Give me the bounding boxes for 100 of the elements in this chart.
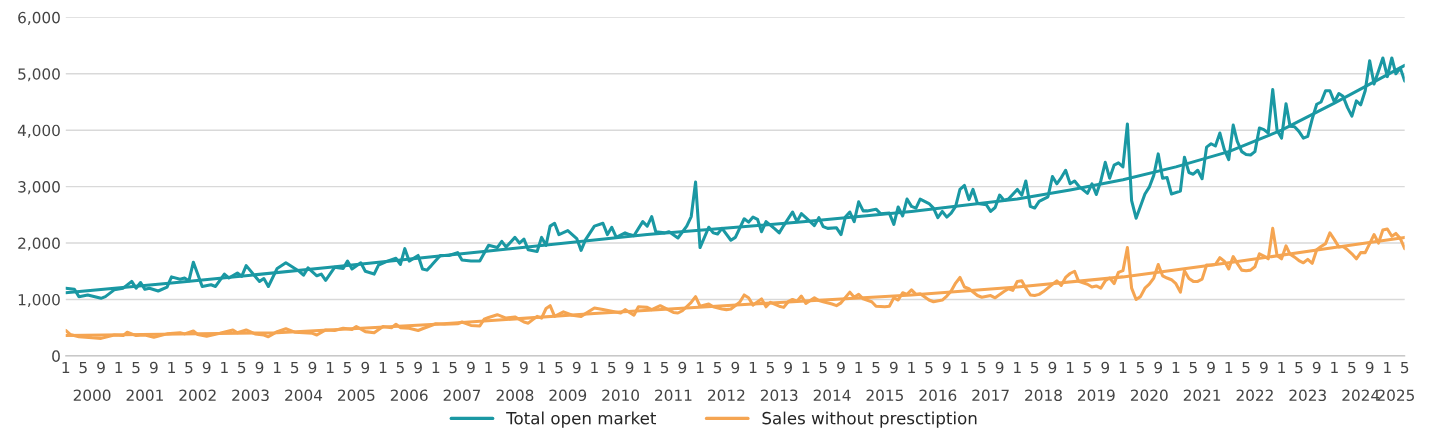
y-tick-label: 0 [52, 350, 60, 362]
x-tick-label: 5 [238, 361, 246, 374]
x-tick-label: 9 [625, 361, 634, 374]
x-tick-label: 9 [1101, 361, 1110, 374]
x-tick-label: 9 [149, 361, 158, 374]
x-tick-label: 5 [1136, 361, 1144, 374]
x-tick-label: 9 [837, 361, 845, 374]
x-tick-label: 9 [995, 361, 1004, 374]
x-tick-label: 1 [961, 361, 968, 374]
x2-tick-label: 2016 [919, 389, 957, 402]
x-tick-label: 1 [1119, 361, 1127, 374]
x-tick-label: 9 [731, 361, 740, 374]
x-tick-label: 5 [1030, 361, 1039, 374]
x-tick-label: 5 [1295, 361, 1303, 374]
x-tick-label: 9 [308, 361, 317, 374]
x-tick-label: 9 [202, 361, 211, 374]
x-tick-label: 5 [1189, 361, 1197, 374]
x-tick-label: 9 [255, 361, 264, 374]
x-tick-label: 9 [889, 361, 898, 374]
x-tick-label: 5 [660, 361, 669, 374]
x-tick-label: 1 [485, 361, 493, 374]
x2-tick-label: 2004 [285, 389, 323, 402]
y-tick-label: 4,000 [17, 124, 60, 138]
x2-tick-label: 2020 [1130, 389, 1168, 402]
x-tick-label: 9 [784, 361, 792, 374]
x-tick-label: 5 [872, 361, 880, 374]
x-tick-label: 5 [819, 361, 827, 374]
x-tick-label: 1 [1014, 361, 1021, 374]
x-tick-label: 5 [1348, 361, 1356, 374]
x2-tick-label: 2019 [1077, 389, 1115, 402]
x-tick-label: 1 [591, 361, 598, 374]
y-tick-label: 6,000 [18, 11, 60, 25]
x-tick-label: 5 [502, 361, 510, 374]
x-tick-label: 9 [414, 361, 422, 374]
x-tick-label: 5 [343, 361, 352, 374]
x-tick-label: 1 [432, 361, 440, 374]
x-tick-label: 5 [978, 361, 986, 374]
x-tick-label: 1 [538, 361, 546, 374]
x-tick-label: 1 [696, 361, 704, 374]
x-tick-label: 9 [1365, 361, 1374, 374]
x-tick-label: 1 [802, 361, 810, 374]
x-tick-label: 9 [361, 361, 370, 374]
x2-tick-label: 2023 [1289, 389, 1326, 402]
x-tick-label: 5 [185, 361, 193, 374]
x-tick-label: 1 [115, 361, 123, 374]
x2-tick-label: 2009 [549, 389, 587, 402]
x-tick-label: 5 [1242, 361, 1250, 374]
x-tick-label: 1 [1278, 361, 1285, 374]
x2-tick-label: 2007 [443, 389, 481, 402]
x-tick-label: 5 [766, 361, 774, 374]
x-tick-label: 5 [925, 361, 933, 374]
x-tick-label: 1 [62, 361, 70, 374]
x2-tick-label: 2013 [760, 389, 798, 402]
x-tick-label: 9 [1207, 361, 1215, 374]
x-tick-label: 1 [221, 361, 228, 374]
x-tick-label: 5 [1083, 361, 1091, 374]
x2-tick-label: 2002 [179, 389, 216, 402]
x-tick-label: 1 [379, 361, 387, 374]
y-tick-label: 3,000 [18, 181, 60, 195]
x-tick-label: 5 [449, 361, 457, 374]
x-tick-label: 9 [572, 361, 581, 374]
x2-tick-label: 2000 [73, 389, 111, 402]
x-tick-label: 9 [1154, 361, 1163, 374]
x-tick-label: 1 [326, 361, 334, 374]
x2-tick-label: 2021 [1183, 389, 1221, 402]
x-tick-label: 9 [1259, 361, 1268, 374]
x-tick-label: 1 [1331, 361, 1338, 374]
x2-tick-label: 2003 [232, 389, 269, 402]
x2-tick-label: 2005 [338, 389, 375, 402]
x-tick-label: 5 [79, 361, 87, 374]
x2-tick-label: 2001 [126, 389, 163, 402]
x-tick-label: 5 [713, 361, 722, 374]
x2-tick-label: 2022 [1236, 389, 1273, 402]
x-tick-label: 5 [608, 361, 616, 374]
x-tick-label: 9 [1312, 361, 1321, 374]
x2-tick-label: 2012 [708, 389, 745, 402]
x2-tick-label: 2018 [1025, 389, 1062, 402]
x-tick-label: 1 [908, 361, 915, 374]
x-tick-label: 9 [942, 361, 951, 374]
x-tick-label: 9 [678, 361, 687, 374]
x2-tick-label: 2010 [602, 389, 640, 402]
legend-label: Total open market [506, 411, 657, 428]
x-tick-label: 9 [520, 361, 528, 374]
x-tick-label: 5 [1401, 361, 1409, 374]
y-tick-label: 1,000 [18, 293, 60, 308]
x-tick-label: 9 [1048, 361, 1057, 374]
y-tick-label: 5,000 [18, 68, 60, 82]
x-tick-label: 1 [1172, 361, 1180, 374]
x-tick-label: 5 [555, 361, 563, 374]
x-tick-label: 1 [644, 361, 651, 374]
x-tick-label: 5 [291, 361, 299, 374]
x2-tick-label: 2008 [496, 389, 534, 402]
legend-label: Sales without presctiption [762, 411, 977, 428]
x-tick-label: 1 [855, 361, 863, 374]
x-tick-label: 9 [467, 361, 475, 374]
y-tick-label: 2,000 [18, 237, 60, 251]
x-tick-label: 5 [396, 361, 404, 374]
x2-tick-label: 2011 [655, 389, 692, 402]
x-tick-label: 1 [749, 361, 757, 374]
x-tick-label: 1 [168, 361, 175, 374]
